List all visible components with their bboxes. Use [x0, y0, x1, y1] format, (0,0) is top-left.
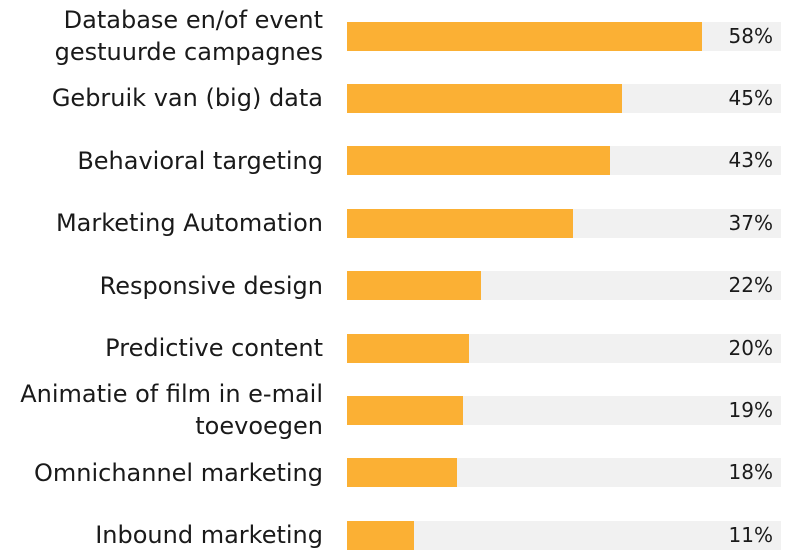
value-label: 58%: [728, 23, 773, 48]
category-label: Animatie of film in e-mail toevoegen: [20, 378, 323, 442]
value-label: 43%: [728, 148, 773, 173]
category-label-line: Gebruik van (big) data: [51, 84, 323, 113]
category-label: Predictive content: [105, 332, 323, 364]
category-label-line: Animatie of film in e-mail: [20, 380, 323, 409]
category-label-line: Inbound marketing: [95, 521, 323, 550]
bar: [347, 520, 415, 550]
category-label-line: Database en/of event: [63, 6, 323, 34]
bar: [347, 271, 482, 301]
value-label: 37%: [728, 210, 773, 235]
bar: [347, 333, 470, 363]
bar-track: [347, 520, 781, 550]
category-label-line: Responsive design: [99, 271, 323, 300]
category-label: Gebruik van (big) data: [52, 82, 323, 114]
bar: [347, 208, 574, 238]
bar: [347, 83, 623, 113]
category-label-line: Omnichannel marketing: [33, 458, 323, 487]
bar: [347, 458, 458, 488]
value-label: 18%: [728, 460, 773, 485]
category-label-line: Marketing Automation: [55, 209, 323, 238]
bar: [347, 146, 610, 176]
category-label: Database en/of event gestuurde campagnes: [55, 4, 323, 68]
value-label: 45%: [728, 85, 773, 110]
category-label: Behavioral targeting: [77, 145, 323, 177]
category-label-line: toevoegen: [195, 412, 323, 441]
category-label-line: gestuurde campagnes: [54, 38, 323, 66]
category-label: Omnichannel marketing: [34, 457, 323, 489]
value-label: 19%: [728, 397, 773, 422]
value-label: 20%: [728, 335, 773, 360]
category-label: Inbound marketing: [95, 519, 323, 551]
category-label: Marketing Automation: [56, 207, 323, 239]
bar: [347, 395, 464, 425]
value-label: 22%: [728, 273, 773, 298]
bar: [347, 21, 702, 51]
category-label-line: Predictive content: [105, 334, 323, 362]
category-label: Responsive design: [100, 270, 323, 302]
category-label-line: Behavioral targeting: [77, 146, 323, 175]
value-label: 11%: [728, 522, 773, 547]
